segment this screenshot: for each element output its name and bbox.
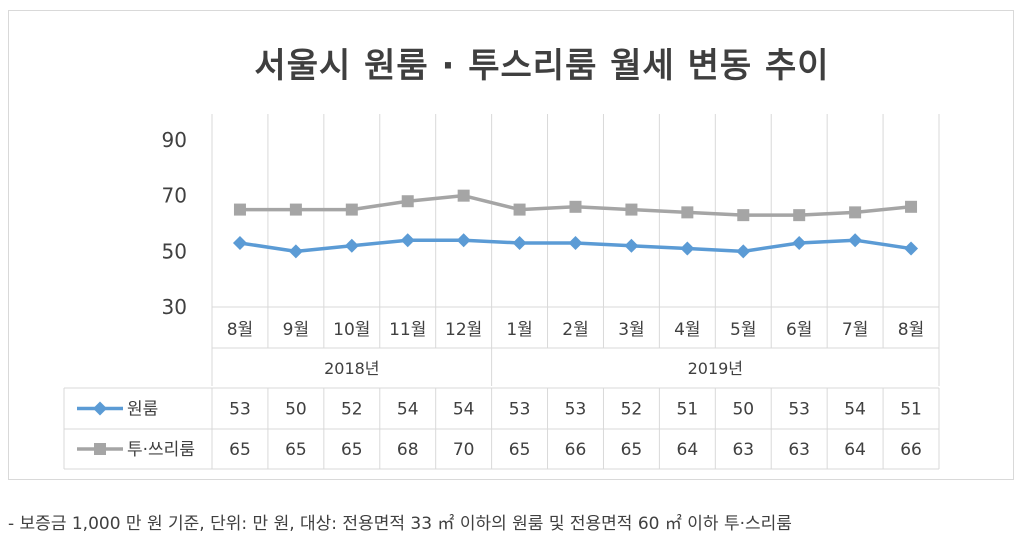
x-tick-label: 11월	[389, 320, 426, 340]
data-label: 64	[677, 440, 699, 460]
data-point	[624, 238, 639, 253]
x-tick-label: 9월	[283, 320, 309, 340]
data-label: 66	[900, 440, 922, 460]
data-label: 50	[285, 400, 307, 420]
data-point	[233, 203, 246, 216]
data-label: 65	[341, 440, 363, 460]
y-tick-label: 70	[162, 184, 187, 208]
data-label: 53	[565, 400, 587, 420]
legend-marker	[93, 401, 107, 416]
data-label: 65	[229, 440, 251, 460]
data-label: 52	[621, 400, 643, 420]
legend-marker	[94, 443, 106, 455]
data-point	[737, 209, 750, 222]
data-point	[569, 200, 582, 213]
data-point	[625, 203, 638, 216]
data-point	[904, 241, 919, 256]
data-point	[736, 244, 751, 259]
x-tick-label: 4월	[674, 320, 700, 340]
data-label: 65	[285, 440, 307, 460]
data-point	[793, 209, 806, 222]
data-point	[512, 235, 527, 250]
data-point	[848, 233, 863, 248]
data-label: 64	[844, 440, 866, 460]
data-point	[849, 206, 862, 219]
y-tick-label: 50	[162, 239, 187, 263]
data-label: 63	[732, 440, 754, 460]
data-label: 63	[788, 440, 810, 460]
footnote: - 보증금 1,000 만 원 기준, 단위: 만 원, 대상: 전용면적 33…	[8, 514, 792, 534]
data-label: 65	[621, 440, 643, 460]
data-label: 53	[788, 400, 810, 420]
y-tick-label: 30	[162, 295, 187, 319]
x-tick-label: 10월	[333, 320, 370, 340]
x-tick-label: 5월	[730, 320, 756, 340]
legend-label: 투·쓰리룸	[127, 440, 195, 460]
data-point	[400, 233, 415, 248]
data-point	[513, 203, 526, 216]
y-tick-label: 90	[162, 128, 187, 152]
x-tick-label: 8월	[898, 320, 924, 340]
data-label: 54	[397, 400, 419, 420]
data-point	[288, 244, 303, 259]
data-point	[345, 203, 358, 216]
x-tick-label: 6월	[786, 320, 812, 340]
x-tick-label: 1월	[506, 320, 532, 340]
chart-frame: 서울시 원룸 · 투스리룸 월세 변동 추이 30 50 70 90 8월 9월 10월 11…	[8, 10, 1014, 480]
data-label: 53	[229, 400, 251, 420]
data-point	[401, 195, 414, 208]
data-point	[681, 206, 694, 219]
data-label: 51	[677, 400, 699, 420]
data-point	[232, 235, 247, 250]
data-label: 54	[453, 400, 475, 420]
data-label: 68	[397, 440, 419, 460]
data-point	[680, 241, 695, 256]
data-point	[289, 203, 302, 216]
data-label: 53	[509, 400, 531, 420]
data-point	[457, 189, 470, 202]
data-label: 52	[341, 400, 363, 420]
chart-title: 서울시 원룸 · 투스리룸 월세 변동 추이	[254, 46, 829, 86]
data-label: 50	[732, 400, 754, 420]
legend-label: 원룸	[127, 400, 158, 420]
x-tick-label: 2월	[562, 320, 588, 340]
year-label: 2019년	[688, 359, 743, 378]
data-point	[456, 233, 471, 248]
year-label: 2018년	[324, 359, 379, 378]
data-label: 70	[453, 440, 475, 460]
data-label: 51	[900, 400, 922, 420]
data-point	[568, 235, 583, 250]
x-tick-label: 7월	[842, 320, 868, 340]
x-tick-label: 3월	[618, 320, 644, 340]
data-point	[905, 200, 918, 213]
data-label: 65	[509, 440, 531, 460]
data-label: 66	[565, 440, 587, 460]
line-chart: 서울시 원룸 · 투스리룸 월세 변동 추이 30 50 70 90 8월 9월 10월 11…	[63, 46, 940, 470]
data-label: 54	[844, 400, 866, 420]
x-tick-label: 12월	[445, 320, 482, 340]
data-point	[344, 238, 359, 253]
x-tick-label: 8월	[227, 320, 253, 340]
data-point	[792, 235, 807, 250]
